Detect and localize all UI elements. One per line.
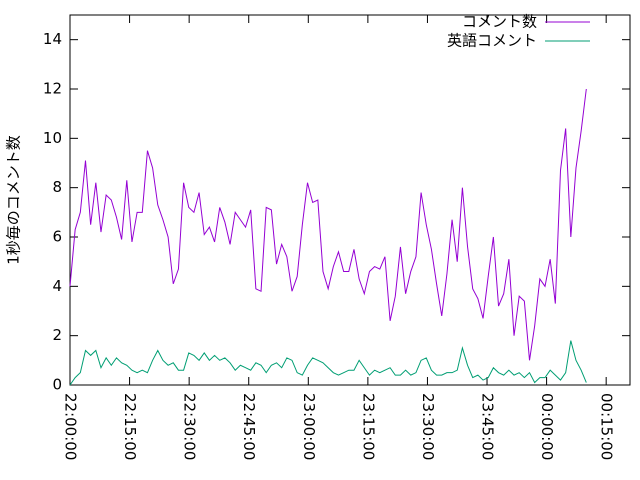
- series-line: [69, 340, 587, 386]
- x-tick-label: 22:45:00: [240, 393, 258, 460]
- y-tick-label: 4: [52, 277, 62, 295]
- y-tick-label: 2: [52, 326, 62, 344]
- x-tick-label: 22:00:00: [62, 393, 80, 460]
- x-tick-label: 22:15:00: [121, 393, 139, 460]
- y-tick-label: 8: [52, 178, 62, 196]
- y-tick-label: 14: [43, 30, 62, 48]
- x-tick-label: 22:30:00: [181, 393, 199, 460]
- legend-label: コメント数: [462, 13, 537, 31]
- y-tick-label: 6: [52, 228, 62, 246]
- x-tick-label: 23:00:00: [300, 393, 318, 460]
- plot-border: [69, 14, 631, 386]
- series-line: [69, 88, 587, 361]
- y-tick-label: 10: [43, 129, 62, 147]
- x-tick-label: 00:15:00: [598, 393, 616, 460]
- x-tick-label: 00:00:00: [538, 393, 556, 460]
- x-tick-label: 23:15:00: [359, 393, 377, 460]
- y-axis-label: 1秒毎のコメント数: [5, 135, 23, 265]
- y-tick-label: 0: [52, 376, 62, 394]
- x-tick-label: 23:45:00: [479, 393, 497, 460]
- legend-label: 英語コメント: [447, 32, 537, 50]
- x-tick-label: 23:30:00: [419, 393, 437, 460]
- y-tick-label: 12: [43, 80, 62, 98]
